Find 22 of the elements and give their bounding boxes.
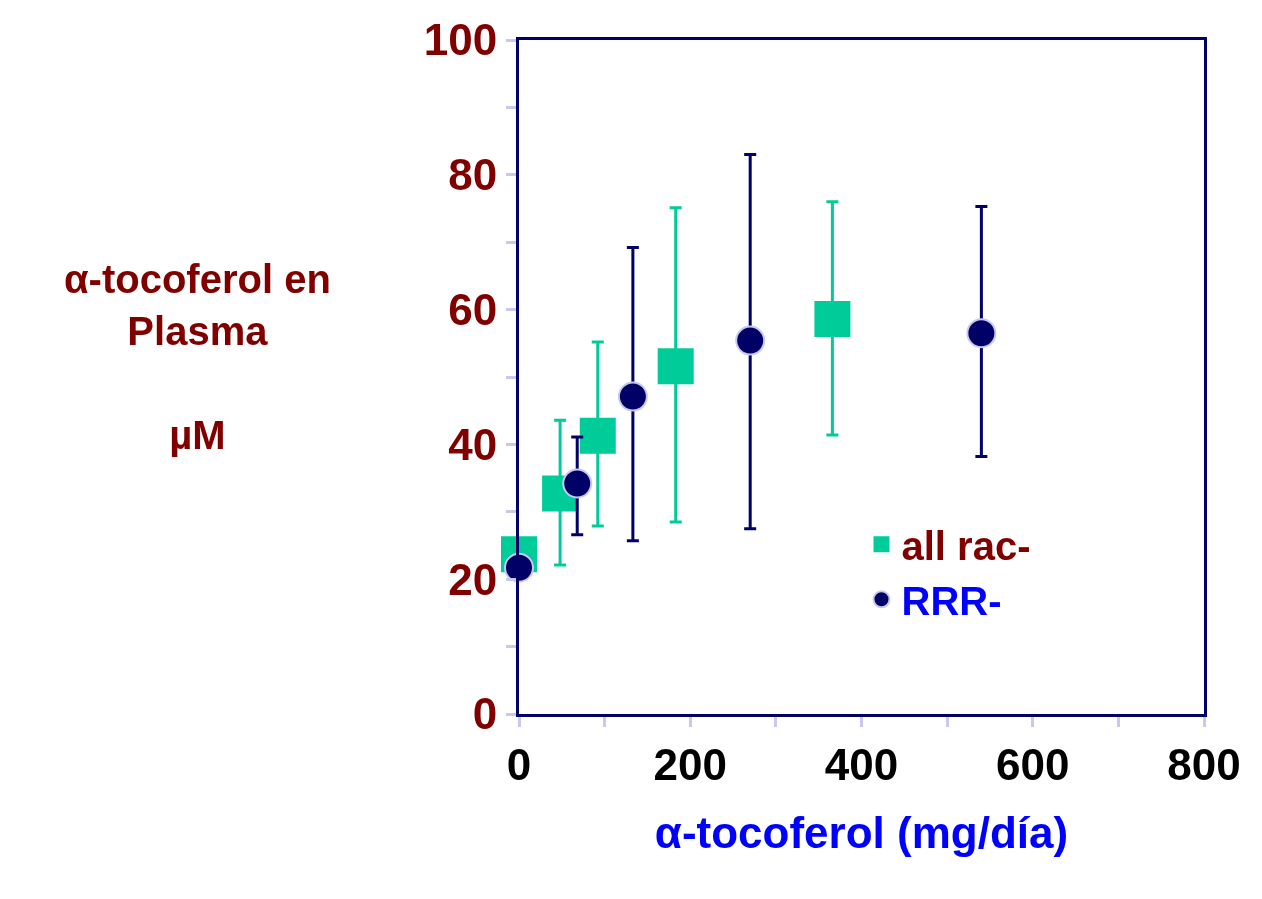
text: α-tocoferol en Plasma µM — [64, 257, 331, 457]
point — [562, 468, 593, 499]
y-tick-label: 100 — [423, 15, 498, 65]
point — [814, 301, 851, 338]
x-tick-label: 0 — [506, 739, 532, 789]
point — [735, 325, 766, 356]
x-tick-label: 800 — [1167, 739, 1241, 789]
x-axis-title: α-tocoferol (mg/día) — [654, 808, 1069, 858]
y-tick-label: 40 — [448, 419, 498, 469]
y-tick-label: 20 — [448, 554, 498, 604]
y-tick-label: 0 — [472, 689, 498, 739]
x-tick-label: 200 — [653, 739, 727, 789]
y-tick-label: 80 — [448, 150, 498, 200]
x-tick-label: 600 — [996, 739, 1070, 789]
point — [657, 348, 694, 385]
point — [617, 381, 648, 412]
legend-label: all rac- — [901, 523, 1031, 568]
y-tick-label: 60 — [448, 285, 498, 334]
legend-label: RRR- — [901, 578, 1002, 623]
point — [966, 318, 997, 349]
x-tick-label: 400 — [824, 739, 899, 789]
point — [579, 417, 616, 454]
